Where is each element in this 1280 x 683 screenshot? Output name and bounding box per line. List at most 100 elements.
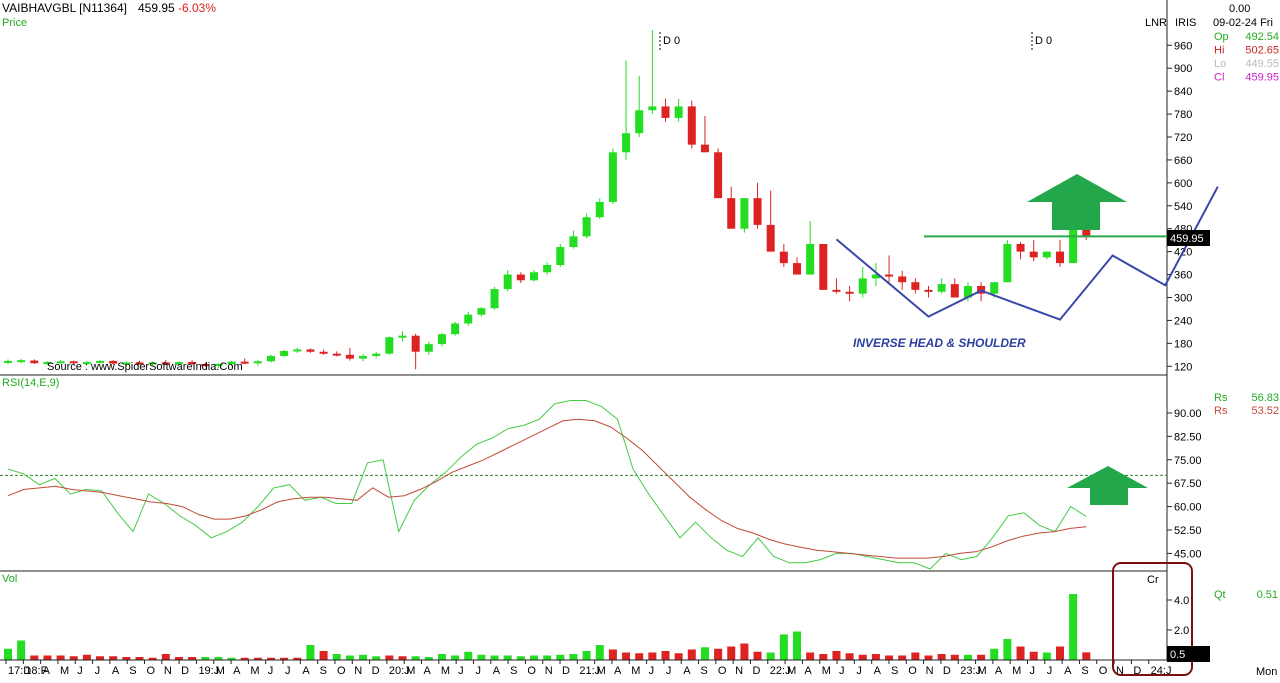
volume-bar [174, 657, 183, 660]
volume-bar [345, 655, 354, 660]
x-tick-label: S [320, 665, 327, 677]
candle-body [4, 360, 12, 363]
volume-bar [661, 651, 670, 660]
x-tick-label: N [354, 665, 362, 677]
volume-bar [1016, 646, 1025, 660]
candle-body [490, 289, 499, 309]
x-tick-label: D [372, 665, 380, 677]
candle-body [411, 335, 420, 352]
volume-bar [4, 648, 12, 660]
candle-body [385, 337, 394, 354]
candle-body [332, 353, 341, 356]
candle-body [1042, 251, 1051, 258]
x-tick-label: M [597, 665, 606, 677]
candle-body [530, 272, 538, 281]
candle-body [516, 274, 525, 281]
symbol-label: VAIBHAVGBL [N11364] [2, 1, 127, 15]
x-tick-label: A [233, 665, 241, 677]
volume-bar [385, 655, 394, 660]
volume-bar [793, 631, 801, 660]
x-tick-label: M [250, 665, 259, 677]
volume-bar [1029, 651, 1038, 660]
x-tick-label: O [908, 665, 917, 677]
rsi-legend-value: 56.83 [1251, 392, 1279, 404]
candle-body [319, 351, 328, 354]
x-tick-label: S [891, 665, 898, 677]
candle-body [648, 106, 657, 111]
change-percent: -6.03% [178, 1, 216, 15]
volume-bar [1042, 652, 1051, 660]
x-tick-label: J [1047, 665, 1053, 677]
volume-bar [280, 657, 289, 660]
volume-bar [648, 652, 657, 660]
rsi-axis: 90.00 82.50 75.00 67.50 60.00 52.50 45.00 [0, 408, 1202, 560]
candle-body [963, 286, 972, 298]
volume-bar [924, 655, 933, 660]
volume-bar [372, 656, 381, 660]
volume-bar [1056, 646, 1064, 660]
candle-body [687, 106, 696, 145]
volume-tick-label: 2.0 [1174, 625, 1189, 637]
x-tick-label: M [406, 665, 415, 677]
volume-bar [398, 656, 407, 660]
volume-bar [411, 656, 420, 660]
x-tick-label: S [129, 665, 136, 677]
x-tick-label: J [95, 665, 101, 677]
price-tick-label: 180 [1174, 338, 1192, 350]
candle-body [871, 274, 880, 279]
volume-bar [963, 654, 972, 660]
volume-bar [766, 652, 775, 660]
x-tick-label: J [458, 665, 464, 677]
volume-bar [819, 654, 828, 660]
price-tick-label: 720 [1174, 132, 1192, 144]
candle-body [1003, 243, 1012, 283]
candle-body [661, 106, 670, 118]
candle-body [700, 144, 709, 153]
volume-qty-label: Qt [1214, 589, 1226, 601]
volume-bar [911, 652, 920, 660]
candle-body [359, 355, 368, 359]
volume-bar [950, 654, 959, 660]
rsi-legend: Rs 56.83 Rs 53.52 [1214, 392, 1279, 417]
x-tick-label: J [1029, 665, 1035, 677]
volume-bar [96, 656, 105, 660]
volume-bar [424, 657, 433, 660]
iris-label[interactable]: IRIS [1175, 17, 1196, 29]
candle-body [1056, 251, 1064, 264]
candle-body [766, 224, 775, 252]
candle-body [582, 217, 591, 237]
pattern-outline [835, 186, 1219, 321]
price-tick-label: 120 [1174, 361, 1192, 373]
x-tick-label: J [666, 665, 672, 677]
candle-body [1069, 224, 1078, 264]
candle-body [345, 354, 354, 359]
volume-bar [779, 634, 788, 660]
volume-bar [17, 640, 26, 660]
volume-bar [1003, 639, 1012, 660]
volume-bar [503, 655, 512, 660]
x-tick-label: D [562, 665, 570, 677]
price-tick-label: 360 [1174, 270, 1192, 282]
candle-body [17, 360, 26, 363]
candle-body [280, 350, 289, 356]
lnr-label[interactable]: LNR [1145, 17, 1167, 29]
volume-bar [858, 654, 867, 660]
volume-bar [214, 657, 223, 660]
x-tick-label: A [874, 665, 882, 677]
rsi-breakout-arrow [1067, 466, 1148, 505]
x-tick-label: A [424, 665, 432, 677]
candle-body [832, 289, 841, 292]
volume-bar [687, 649, 696, 660]
candle-body [437, 334, 446, 345]
x-tick-label: N [164, 665, 172, 677]
candle-body [858, 278, 867, 294]
x-tick-label: O [718, 665, 727, 677]
x-tick-label: A [302, 665, 310, 677]
candle-body [82, 362, 91, 365]
volume-bar [451, 655, 460, 660]
x-tick-label: N [926, 665, 934, 677]
source-watermark: Source : www.SpiderSoftwareIndia.Com [47, 361, 243, 373]
volume-bar [898, 655, 907, 660]
price-tick-label: 300 [1174, 292, 1192, 304]
